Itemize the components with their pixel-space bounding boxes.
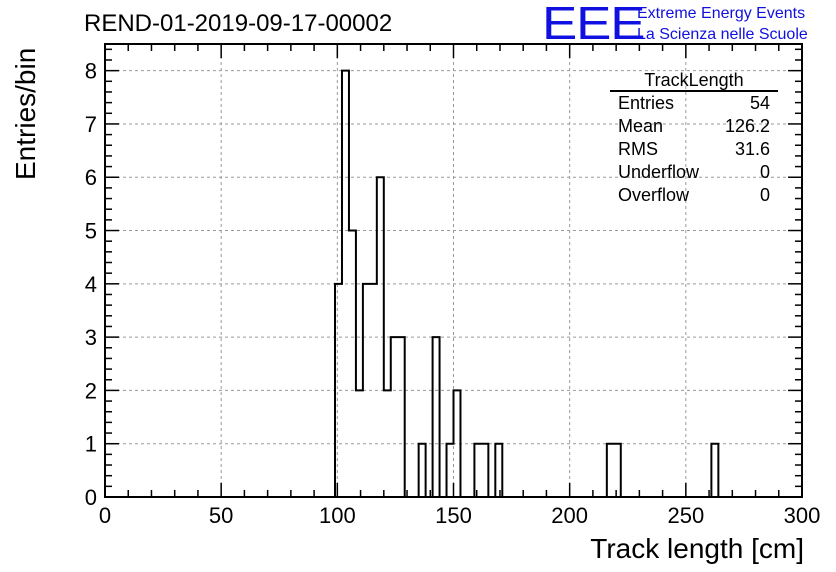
y-tick-label: 4 (85, 272, 97, 297)
histogram-bin (384, 390, 391, 497)
logo-line-1: Extreme Energy Events (637, 5, 806, 22)
y-tick-label: 5 (85, 219, 97, 244)
y-axis-label: Entries/bin (10, 47, 41, 180)
histogram-bin (363, 284, 370, 497)
stats-row-mean: Mean 126.2 (610, 115, 778, 138)
stats-value: 0 (759, 162, 770, 182)
eee-logo: EEE Extreme Energy Events La Scienza nel… (542, 0, 832, 49)
y-tick-label: 3 (85, 325, 97, 350)
stats-label: Overflow (618, 185, 690, 205)
histogram-bin (495, 444, 502, 497)
histogram-bin (481, 444, 488, 497)
histogram-bin (419, 444, 426, 497)
histogram-bin (342, 71, 349, 497)
histogram-bin (349, 231, 356, 497)
stats-row-rms: RMS 31.6 (610, 138, 778, 161)
histogram-bin (433, 337, 440, 497)
histogram-bin (377, 177, 384, 497)
stats-label: Entries (618, 93, 675, 113)
histogram-bin (356, 390, 363, 497)
histogram-bin (447, 444, 454, 497)
histogram-bin (607, 444, 614, 497)
x-tick-label: 250 (667, 503, 704, 528)
axis-ticks (104, 44, 803, 498)
stats-value: 126.2 (724, 116, 770, 136)
histogram-bin (454, 390, 461, 497)
histogram-bin (614, 444, 621, 497)
x-tick-label: 150 (435, 503, 472, 528)
stats-box: TrackLength Entries 54 Mean 126.2 RMS 31… (610, 70, 778, 207)
stats-value: 31.6 (734, 139, 770, 159)
stats-label: Mean (618, 116, 664, 136)
eee-logo-letters: EEE (542, 0, 646, 49)
histogram-bin (370, 284, 377, 497)
y-tick-label: 7 (85, 112, 97, 137)
x-tick-label: 300 (784, 503, 821, 528)
histogram-bin (335, 284, 342, 497)
stats-value: 54 (749, 93, 770, 113)
y-tick-label: 6 (85, 165, 97, 190)
y-tick-label: 2 (85, 378, 97, 403)
y-tick-label: 0 (85, 485, 97, 510)
logo-line-2: La Scienza nelle Scuole (637, 26, 808, 43)
x-tick-label: 200 (551, 503, 588, 528)
x-tick-label: 50 (209, 503, 233, 528)
histogram-bin (474, 444, 481, 497)
stats-row-underflow: Underflow 0 (610, 161, 778, 184)
histogram-bin (391, 337, 398, 497)
stats-label: Underflow (618, 162, 700, 182)
tick-labels: 0 50 100 150 200 250 300 0 1 2 3 4 5 6 7 8 (85, 59, 821, 528)
histogram-bin (398, 337, 405, 497)
chart-title: REND-01-2019-09-17-00002 (84, 10, 393, 37)
x-tick-label: 0 (99, 503, 111, 528)
stats-value: 0 (759, 185, 770, 205)
x-tick-label: 100 (319, 503, 356, 528)
stats-title: TrackLength (610, 70, 778, 92)
x-axis-label: Track length [cm] (590, 533, 804, 564)
histogram-outline (334, 69, 720, 497)
stats-row-overflow: Overflow 0 (610, 184, 778, 207)
y-tick-label: 8 (85, 59, 97, 84)
stats-row-entries: Entries 54 (610, 92, 778, 115)
histogram-bin (711, 444, 718, 497)
stats-label: RMS (618, 139, 658, 159)
y-tick-label: 1 (85, 432, 97, 457)
